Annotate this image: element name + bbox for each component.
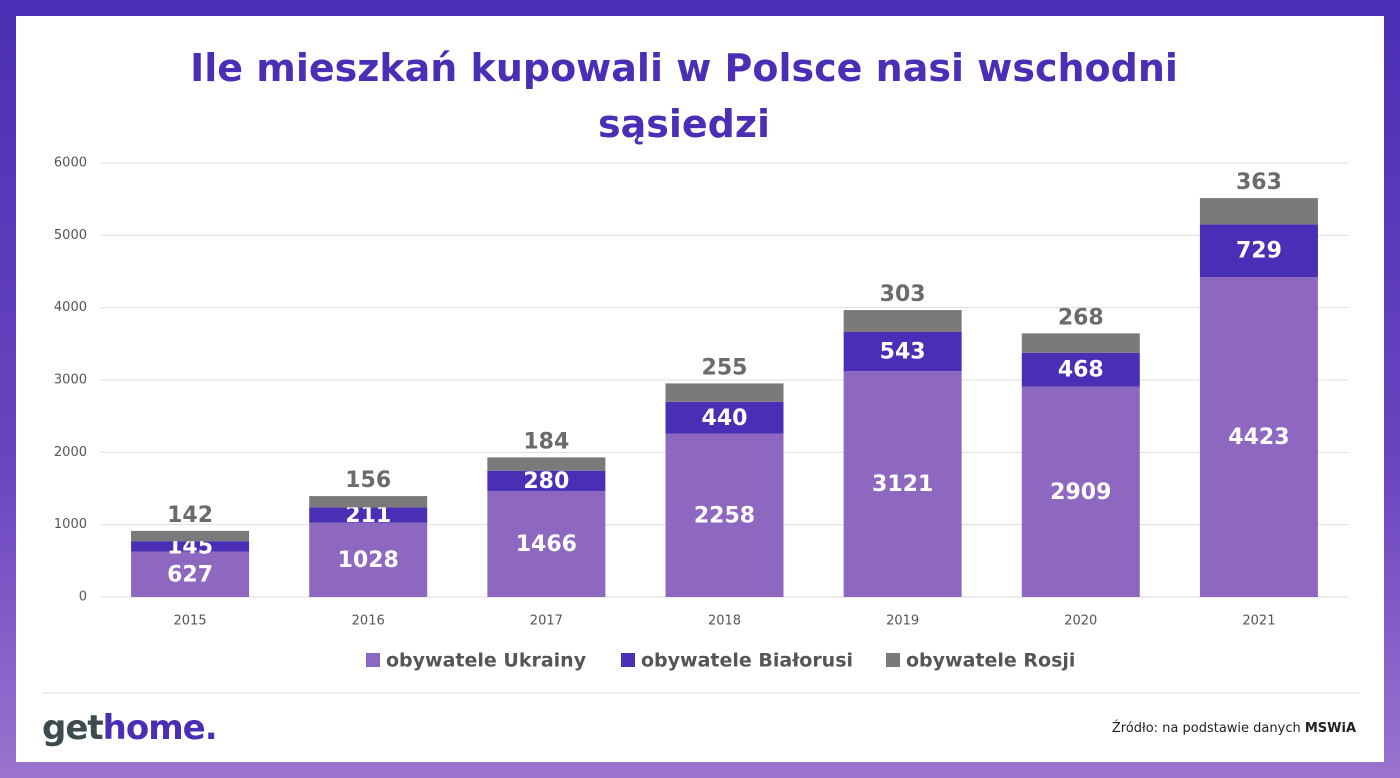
chart-title: Ile mieszkań kupowali w Polsce nasi wsch… <box>190 46 1178 146</box>
data-label: 184 <box>523 429 569 454</box>
data-label: 440 <box>702 406 748 431</box>
bar-segment <box>309 507 428 523</box>
data-label: 1466 <box>516 532 577 557</box>
data-label: 363 <box>1236 170 1282 195</box>
x-tick-label: 2020 <box>1064 614 1097 629</box>
bar-segment <box>1199 224 1318 278</box>
logo-part: get <box>42 708 104 748</box>
x-tick-label: 2018 <box>708 614 741 629</box>
bar-segment <box>309 522 428 597</box>
data-label: 255 <box>702 355 748 380</box>
source: Źródło: na podstawie danych MSWiA <box>1112 721 1356 736</box>
y-tick-label: 0 <box>79 590 87 605</box>
data-label: 156 <box>345 468 391 493</box>
bar-segment <box>665 383 784 402</box>
logo-part: home. <box>102 708 218 748</box>
legend-swatch <box>886 653 900 667</box>
legend-swatch <box>366 653 380 667</box>
data-label: 2909 <box>1050 480 1111 505</box>
data-label: 268 <box>1058 305 1104 330</box>
y-tick-label: 5000 <box>54 228 87 243</box>
data-label: 142 <box>167 503 213 528</box>
bar-segment <box>1199 198 1318 225</box>
data-label: 2258 <box>694 503 755 528</box>
y-tick-label: 2000 <box>54 445 87 460</box>
bar-segment <box>131 530 250 542</box>
bar-segment <box>1021 333 1140 353</box>
legend-swatch <box>621 653 635 667</box>
bar-segment <box>1021 386 1140 597</box>
bar-segment <box>665 401 784 434</box>
data-label: 543 <box>880 340 926 365</box>
bar-segment <box>487 457 606 471</box>
x-tick-label: 2021 <box>1242 614 1275 629</box>
bar-segment <box>1199 277 1318 597</box>
x-tick-label: 2015 <box>174 614 207 629</box>
logo: gethome. <box>42 708 218 748</box>
data-label: 3121 <box>872 472 933 497</box>
x-tick-label: 2017 <box>530 614 563 629</box>
bar-segment <box>131 541 250 552</box>
data-label: 1028 <box>338 548 399 573</box>
x-tick-label: 2019 <box>886 614 919 629</box>
y-tick-label: 4000 <box>54 300 87 315</box>
data-label: 729 <box>1236 239 1282 264</box>
x-tick-label: 2016 <box>352 614 385 629</box>
bar-segment <box>131 551 250 597</box>
bar-segment <box>665 433 784 597</box>
bar-segment <box>309 496 428 508</box>
bar-segment <box>487 470 606 491</box>
legend-label: obywatele Rosji <box>906 650 1075 672</box>
legend-label: obywatele Ukrainy <box>386 650 587 672</box>
y-tick-label: 6000 <box>54 156 87 171</box>
bar-segment <box>843 310 962 332</box>
data-label: 303 <box>880 282 926 307</box>
bar-segment <box>1021 352 1140 387</box>
source-bold: MSWiA <box>1304 721 1356 736</box>
data-label: 627 <box>167 562 213 587</box>
bar-segment <box>843 331 962 372</box>
y-tick-label: 1000 <box>54 517 87 532</box>
bar-segment <box>843 371 962 597</box>
data-label: 4423 <box>1228 425 1289 450</box>
data-label: 280 <box>523 469 569 494</box>
data-label: 468 <box>1058 358 1104 383</box>
source-text: Źródło: na podstawie danych <box>1111 721 1301 736</box>
bar-segment <box>487 490 606 597</box>
legend-label: obywatele Białorusi <box>641 650 853 672</box>
y-tick-label: 3000 <box>54 373 87 388</box>
